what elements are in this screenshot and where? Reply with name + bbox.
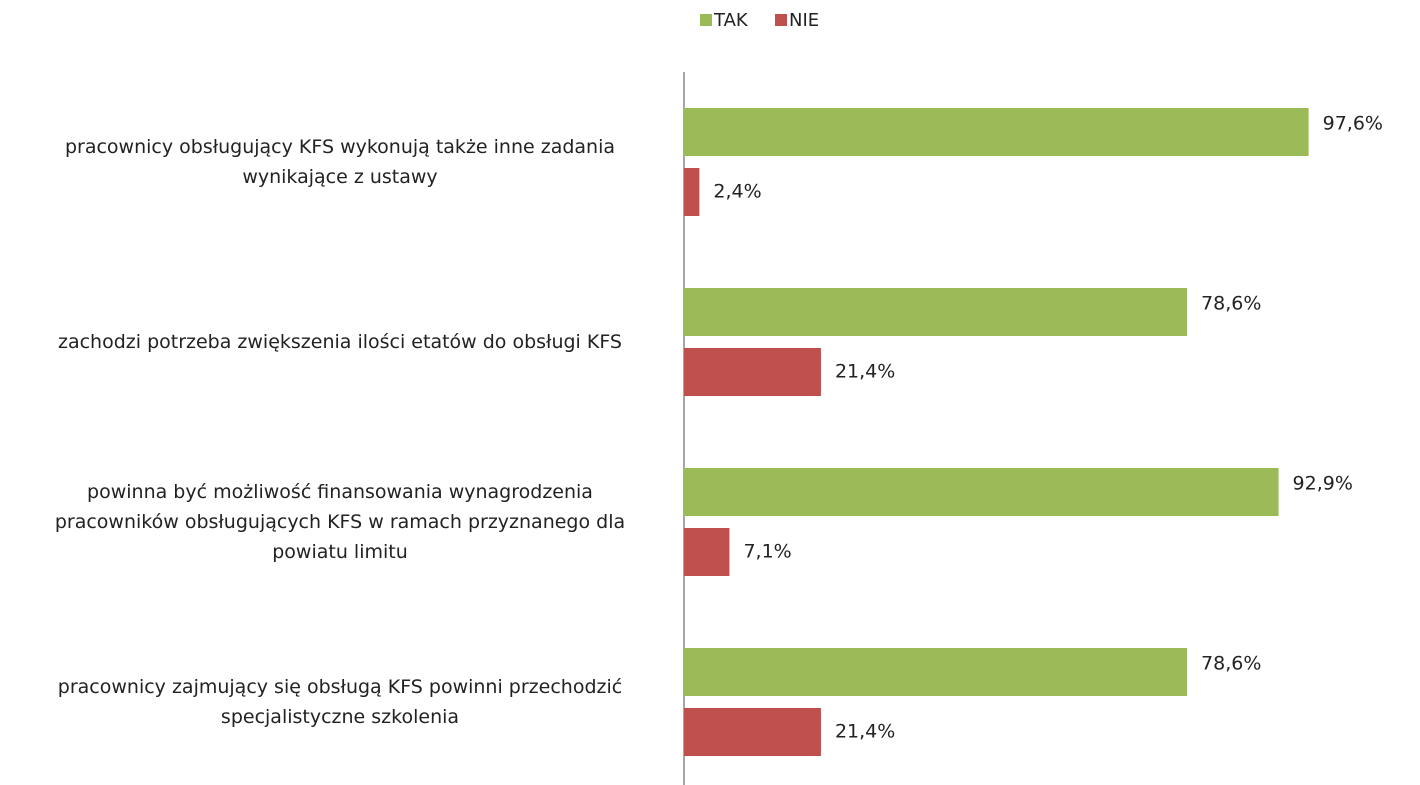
bar (684, 648, 1188, 696)
category-label: powinna być możliwość finansowania wynag… (54, 481, 626, 563)
category-label: zachodzi potrzeba zwiększenia ilości eta… (57, 331, 622, 353)
legend-swatch (775, 14, 787, 26)
bar (684, 708, 821, 756)
data-label: 78,6% (1201, 293, 1261, 315)
data-label: 97,6% (1323, 113, 1383, 135)
bar (684, 168, 700, 216)
data-label: 21,4% (835, 361, 895, 383)
bar (684, 348, 821, 396)
bar (684, 288, 1188, 336)
data-label: 7,1% (743, 541, 791, 563)
category-label: pracownicy obsługujący KFS wykonują takż… (64, 136, 616, 188)
bar (684, 108, 1309, 156)
data-label: 21,4% (835, 721, 895, 743)
bar (684, 528, 730, 576)
data-label: 92,9% (1293, 473, 1353, 495)
bar (684, 468, 1279, 516)
legend-swatch (700, 14, 712, 26)
category-label: pracownicy zajmujący się obsługą KFS pow… (57, 676, 623, 728)
data-label: 2,4% (713, 181, 761, 203)
data-label: 78,6% (1201, 653, 1261, 675)
legend-label: TAK (713, 10, 749, 31)
legend-label: NIE (789, 10, 819, 31)
